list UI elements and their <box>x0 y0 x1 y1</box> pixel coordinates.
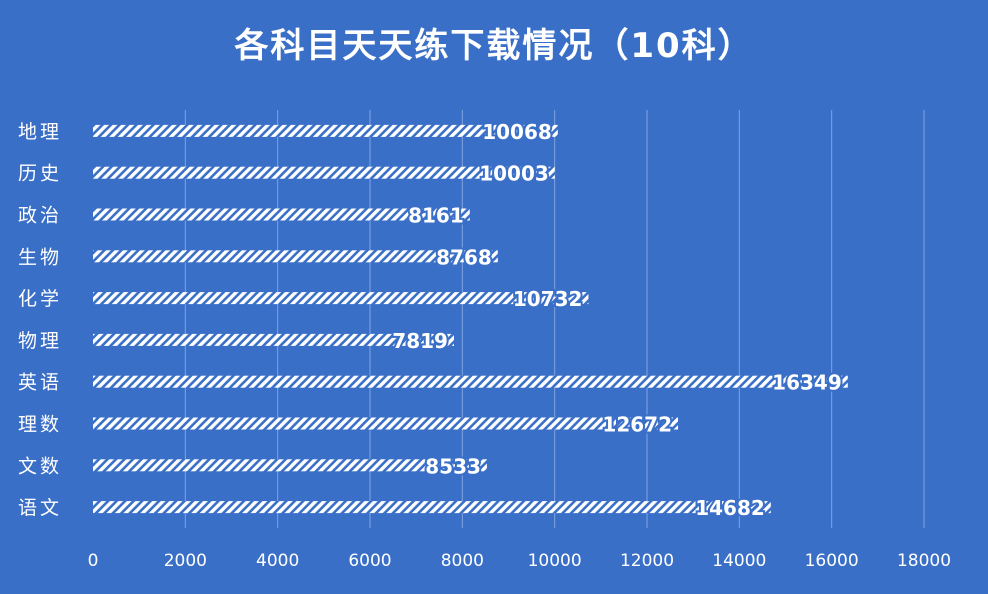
category-label: 语文 <box>18 497 62 519</box>
x-tick-label: 14000 <box>712 551 766 571</box>
category-label: 文数 <box>18 455 62 477</box>
chart-title: 各科目天天练下载情况（10科） <box>234 26 754 66</box>
data-label: 16349 <box>772 371 842 395</box>
bar <box>93 292 589 305</box>
category-label: 历史 <box>18 163 62 185</box>
category-label: 理数 <box>18 414 62 436</box>
category-label: 物理 <box>18 330 62 352</box>
category-label: 地理 <box>18 121 62 143</box>
x-tick-label: 10000 <box>528 551 582 571</box>
bar <box>93 333 454 346</box>
x-tick-label: 6000 <box>348 551 391 571</box>
data-label: 8533 <box>425 454 481 478</box>
data-label: 8768 <box>436 245 492 269</box>
bar <box>93 459 487 472</box>
bar <box>93 250 498 263</box>
category-label: 英语 <box>18 372 62 394</box>
category-label: 生物 <box>18 246 62 268</box>
bar <box>93 208 470 221</box>
data-label: 10732 <box>513 287 583 311</box>
bar <box>93 166 555 179</box>
data-label: 10003 <box>479 162 549 186</box>
x-tick-label: 8000 <box>441 551 484 571</box>
bar <box>93 375 848 388</box>
data-label: 12672 <box>602 413 672 437</box>
x-tick-label: 12000 <box>620 551 674 571</box>
bar <box>93 501 771 514</box>
x-tick-label: 18000 <box>897 551 951 571</box>
x-tick-labels: 0 2000 4000 6000 8000 10000 12000 14000 16000 180… <box>88 551 951 571</box>
x-tick-label: 4000 <box>256 551 299 571</box>
bar <box>93 417 679 430</box>
x-tick-label: 16000 <box>805 551 859 571</box>
x-tick-label: 2000 <box>164 551 207 571</box>
data-label: 10068 <box>482 120 552 144</box>
bars <box>93 124 848 514</box>
category-label: 化学 <box>18 288 62 310</box>
bar <box>93 124 558 137</box>
data-label: 8161 <box>408 204 464 228</box>
data-labels: 10068 10003 8161 8768 10732 7819 16349 12672 853… <box>390 118 843 522</box>
x-tick-label: 0 <box>88 551 99 571</box>
category-label: 政治 <box>18 205 62 227</box>
grid-lines <box>184 110 925 528</box>
data-label: 14682 <box>695 496 765 520</box>
data-label: 7819 <box>392 329 448 353</box>
